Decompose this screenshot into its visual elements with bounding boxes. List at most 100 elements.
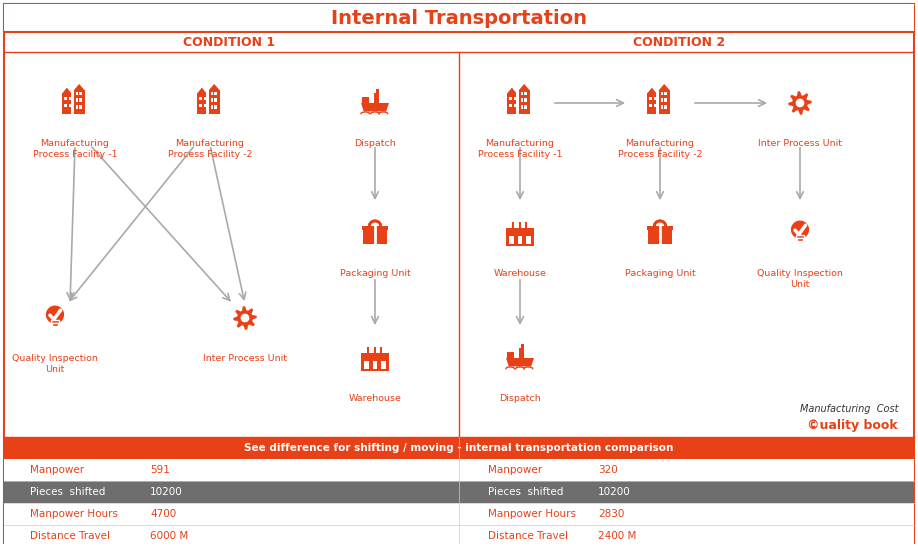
Bar bbox=[364, 230, 386, 244]
Bar bbox=[361, 353, 389, 355]
Bar bbox=[797, 238, 803, 241]
Bar bbox=[506, 230, 534, 246]
Text: Dispatch: Dispatch bbox=[354, 139, 396, 148]
Bar bbox=[199, 104, 202, 107]
Bar bbox=[363, 97, 369, 103]
Bar bbox=[654, 104, 656, 107]
Text: Manufacturing
Process Facility -1: Manufacturing Process Facility -1 bbox=[477, 139, 562, 159]
Polygon shape bbox=[508, 88, 516, 93]
Polygon shape bbox=[208, 84, 219, 90]
Text: ©uality book: ©uality book bbox=[807, 418, 898, 432]
Bar bbox=[506, 228, 534, 230]
Bar bbox=[380, 347, 382, 353]
Bar bbox=[62, 93, 72, 114]
Text: Inter Process Unit: Inter Process Unit bbox=[203, 354, 287, 363]
Text: Dispatch: Dispatch bbox=[499, 394, 541, 403]
Bar bbox=[518, 236, 522, 246]
Bar bbox=[658, 90, 670, 114]
Bar bbox=[665, 92, 667, 95]
Text: See difference for shifting / moving - internal transportation comparison: See difference for shifting / moving - i… bbox=[244, 443, 674, 453]
Bar bbox=[364, 361, 369, 371]
Bar bbox=[208, 90, 219, 114]
Bar bbox=[665, 98, 667, 102]
Bar bbox=[4, 481, 914, 503]
Bar bbox=[75, 98, 78, 102]
Text: Manufacturing
Process Facility -2: Manufacturing Process Facility -2 bbox=[168, 139, 252, 159]
Bar bbox=[75, 92, 78, 95]
Bar bbox=[197, 93, 207, 114]
Text: CONDITION 1: CONDITION 1 bbox=[184, 36, 275, 49]
Bar bbox=[521, 98, 523, 102]
Bar bbox=[526, 236, 531, 246]
Text: 10200: 10200 bbox=[599, 487, 631, 497]
Bar bbox=[204, 104, 207, 107]
Polygon shape bbox=[233, 306, 257, 330]
Bar bbox=[4, 437, 914, 459]
Text: 4700: 4700 bbox=[150, 509, 176, 519]
Bar bbox=[524, 92, 527, 95]
Polygon shape bbox=[73, 84, 84, 90]
Bar bbox=[521, 92, 523, 95]
Bar bbox=[381, 361, 386, 371]
Bar bbox=[514, 97, 517, 100]
Text: Manufacturing
Process Facility -2: Manufacturing Process Facility -2 bbox=[618, 139, 702, 159]
Bar bbox=[210, 92, 213, 95]
Text: Manpower: Manpower bbox=[488, 465, 543, 475]
Bar bbox=[519, 222, 521, 228]
Polygon shape bbox=[796, 100, 803, 107]
Bar bbox=[525, 222, 527, 228]
Text: CONDITION 2: CONDITION 2 bbox=[633, 36, 725, 49]
Text: Pieces  shifted: Pieces shifted bbox=[30, 487, 106, 497]
Bar bbox=[511, 222, 514, 228]
Polygon shape bbox=[658, 84, 670, 90]
Bar bbox=[524, 105, 527, 109]
Bar bbox=[199, 97, 202, 100]
Bar bbox=[524, 98, 527, 102]
Bar bbox=[69, 104, 72, 107]
Bar bbox=[374, 93, 378, 103]
Bar bbox=[80, 92, 83, 95]
Polygon shape bbox=[789, 91, 812, 115]
Bar bbox=[521, 105, 523, 109]
Text: Packaging Unit: Packaging Unit bbox=[340, 269, 410, 278]
Bar bbox=[648, 230, 672, 244]
Polygon shape bbox=[361, 103, 389, 112]
Bar bbox=[50, 320, 59, 323]
Bar bbox=[514, 104, 517, 107]
Bar bbox=[80, 105, 83, 109]
Bar bbox=[373, 361, 377, 371]
Bar bbox=[210, 98, 213, 102]
Bar bbox=[80, 98, 83, 102]
Bar bbox=[661, 98, 664, 102]
Bar bbox=[361, 369, 389, 371]
Text: 591: 591 bbox=[150, 465, 170, 475]
Bar bbox=[649, 97, 652, 100]
Bar bbox=[654, 97, 656, 100]
Bar bbox=[519, 90, 530, 114]
Text: 320: 320 bbox=[599, 465, 618, 475]
Polygon shape bbox=[47, 306, 63, 323]
Bar bbox=[661, 92, 664, 95]
Polygon shape bbox=[506, 358, 534, 366]
Text: Inter Process Unit: Inter Process Unit bbox=[758, 139, 842, 148]
Polygon shape bbox=[197, 88, 207, 93]
Text: 2830: 2830 bbox=[599, 509, 624, 519]
Bar bbox=[51, 323, 59, 326]
Polygon shape bbox=[791, 221, 809, 238]
Text: 2400 M: 2400 M bbox=[599, 531, 636, 541]
Bar bbox=[376, 89, 378, 93]
Text: 10200: 10200 bbox=[150, 487, 183, 497]
Bar bbox=[64, 104, 67, 107]
Bar bbox=[649, 104, 652, 107]
Text: Manpower Hours: Manpower Hours bbox=[488, 509, 577, 519]
Bar bbox=[506, 244, 534, 246]
Bar bbox=[508, 352, 514, 358]
Polygon shape bbox=[50, 315, 60, 320]
Bar bbox=[374, 347, 375, 353]
Bar bbox=[75, 105, 78, 109]
Bar bbox=[4, 4, 914, 32]
Text: Distance Travel: Distance Travel bbox=[488, 531, 568, 541]
Bar bbox=[796, 235, 804, 238]
Bar bbox=[69, 97, 72, 100]
Bar bbox=[647, 226, 673, 230]
